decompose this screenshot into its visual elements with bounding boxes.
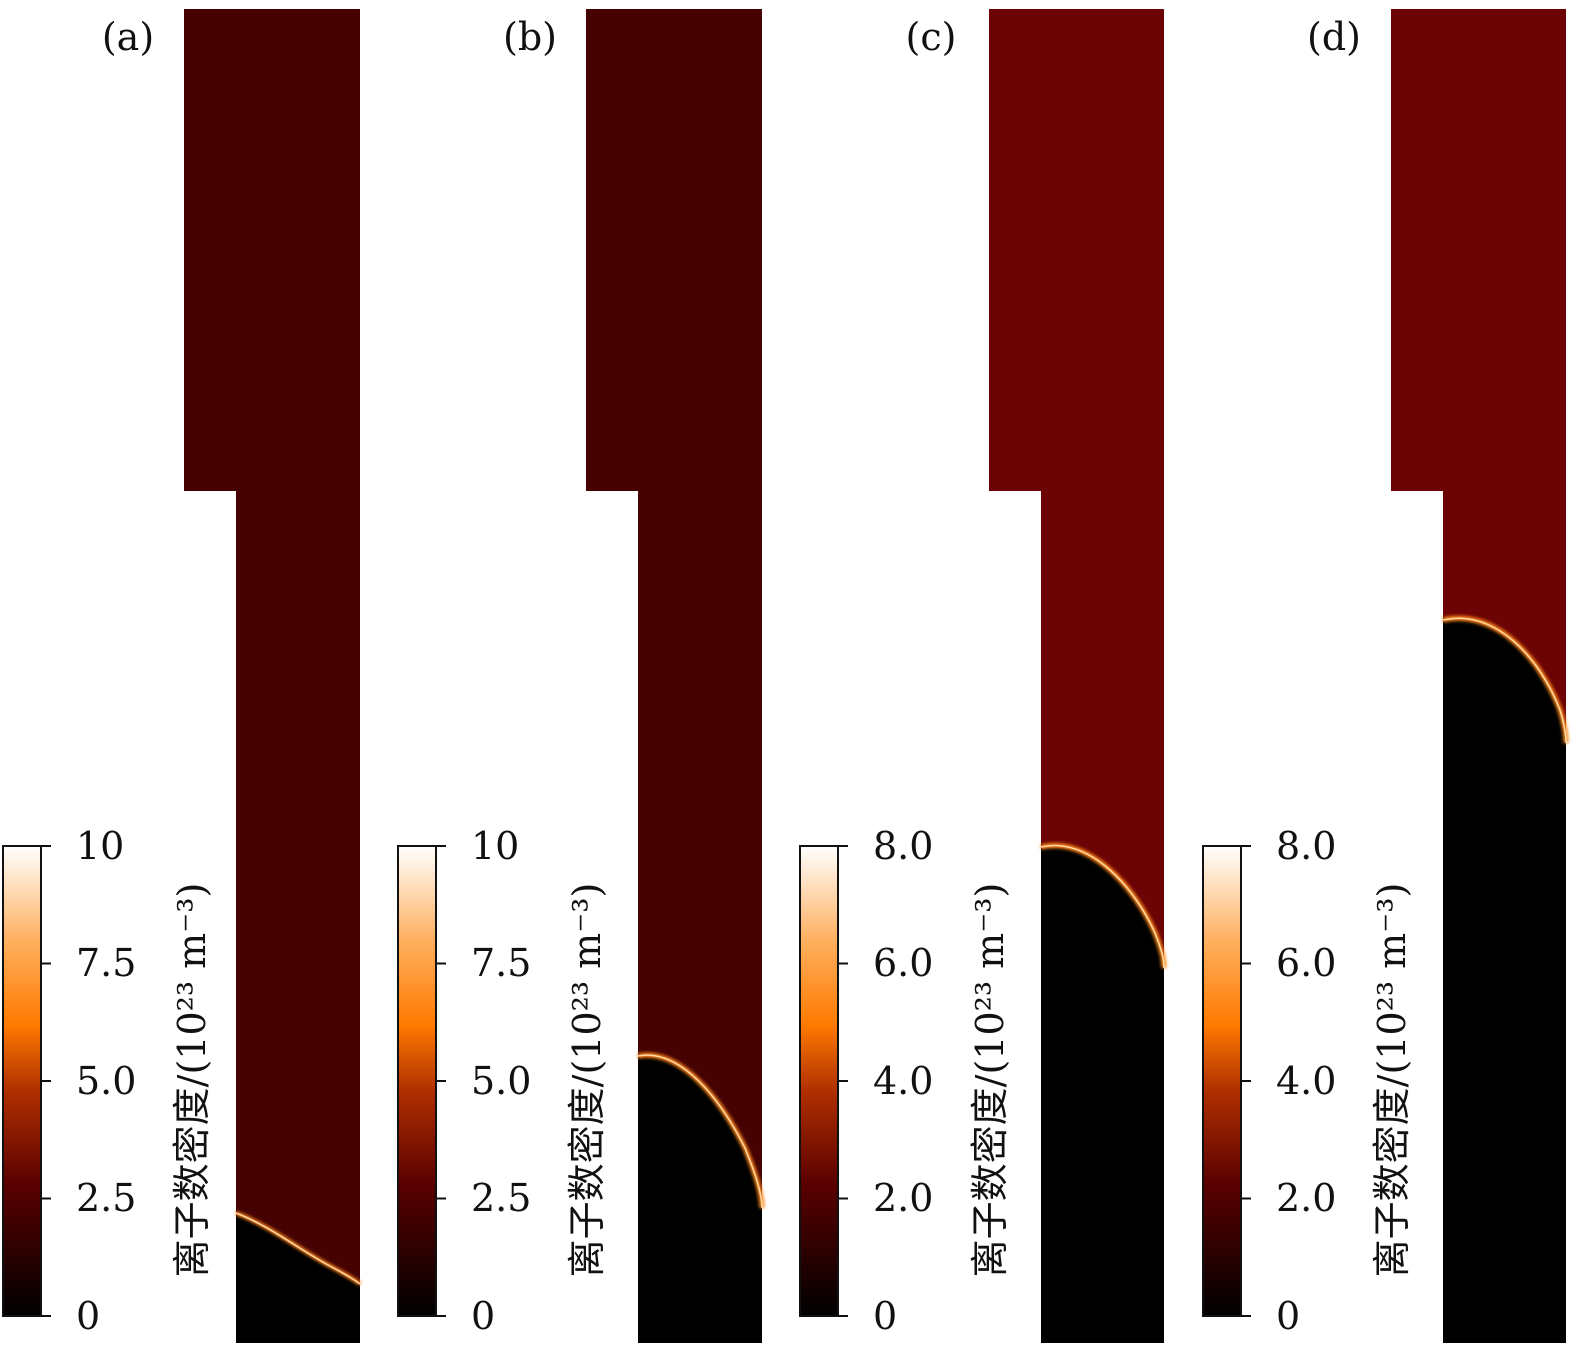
colorbar-tick-label: 6.0 (873, 941, 933, 985)
colorbar (397, 845, 437, 1317)
colorbar-label: 离子数密度/(10²³ m⁻³) (1370, 883, 1414, 1278)
colorbar-tick-label: 0 (471, 1294, 495, 1338)
colorbar-tick-label: 4.0 (873, 1059, 933, 1103)
colorbar-tick-label: 2.5 (76, 1176, 136, 1220)
colorbar-tick-label: 6.0 (1276, 941, 1336, 985)
colorbar-tick-label: 0 (873, 1294, 897, 1338)
domain-background (184, 9, 360, 1343)
panel-c: (c) 0 2.0 4.0 6.0 8.0 离子数密度/(10²³ m⁻³) (799, 9, 1167, 1343)
panel-d: (d) 0 2.0 4.0 6.0 8.0 离子数密度/(10²³ m⁻³) (1202, 9, 1569, 1343)
colorbar-tick-label: 8.0 (873, 824, 933, 868)
colorbar-label: 离子数密度/(10²³ m⁻³) (565, 883, 609, 1278)
colorbar (2, 845, 42, 1317)
ionization-front-core (1442, 617, 1567, 744)
depleted-region (1041, 847, 1164, 1343)
colorbar (1202, 845, 1242, 1317)
depleted-region (236, 1215, 360, 1343)
panel-label: (d) (1307, 15, 1361, 59)
depleted-region (1443, 620, 1566, 1343)
panel-a: (a) 0 2.5 5.0 7.5 10 离子数密度/(10²³ m⁻³) (2, 9, 362, 1343)
panel-b: (b) 0 2.5 5.0 7.5 10 离子数密度/(10²³ m⁻³) (397, 9, 765, 1343)
colorbar-tick-label: 2.0 (1276, 1176, 1336, 1220)
ionization-front-core (235, 1212, 361, 1285)
ionization-front-core (1040, 844, 1165, 969)
ionization-front-core (637, 1054, 763, 1209)
colorbar-label: 离子数密度/(10²³ m⁻³) (170, 883, 214, 1278)
colorbar-tick-label: 5.0 (76, 1059, 136, 1103)
colorbar-label: 离子数密度/(10²³ m⁻³) (968, 883, 1012, 1278)
colorbar-ticks (436, 845, 446, 1317)
colorbar-tick-label: 7.5 (471, 941, 531, 985)
depleted-region (638, 1057, 762, 1343)
colorbar-tick-label: 0 (76, 1294, 100, 1338)
colorbar-tick-label: 10 (76, 824, 124, 868)
colorbar-tick-label: 0 (1276, 1294, 1300, 1338)
panel-label: (a) (102, 15, 154, 59)
colorbar-tick-label: 8.0 (1276, 824, 1336, 868)
panel-label: (c) (906, 15, 957, 59)
domain-background (586, 9, 762, 1343)
colorbar-ticks (41, 845, 51, 1317)
colorbar-tick-label: 2.0 (873, 1176, 933, 1220)
colorbar (799, 845, 839, 1317)
colorbar-tick-label: 7.5 (76, 941, 136, 985)
colorbar-tick-label: 5.0 (471, 1059, 531, 1103)
colorbar-ticks (838, 845, 848, 1317)
colorbar-tick-label: 2.5 (471, 1176, 531, 1220)
colorbar-tick-label: 4.0 (1276, 1059, 1336, 1103)
colorbar-ticks (1241, 845, 1251, 1317)
colorbar-tick-label: 10 (471, 824, 519, 868)
panel-label: (b) (503, 15, 557, 59)
